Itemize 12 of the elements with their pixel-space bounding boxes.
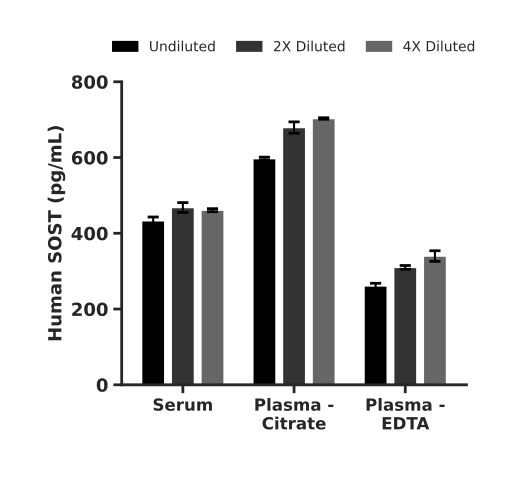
x-tick-label: Plasma - Citrate <box>255 398 334 430</box>
y-tick-label: 800 <box>72 75 108 89</box>
y-tick-label: 0 <box>96 378 108 392</box>
legend-label: 4X Diluted <box>403 40 474 52</box>
x-tick-label: Serum <box>154 398 212 411</box>
y-tick-label: 400 <box>72 226 108 240</box>
legend-label: Undiluted <box>150 40 215 52</box>
x-tick-label: Plasma - EDTA <box>366 398 445 430</box>
y-tick-label: 600 <box>72 150 108 165</box>
y-axis-title: Human SOST (pg/mL) <box>48 126 66 340</box>
legend-label: 2X Diluted <box>274 40 344 52</box>
y-tick-label: 200 <box>72 302 108 316</box>
